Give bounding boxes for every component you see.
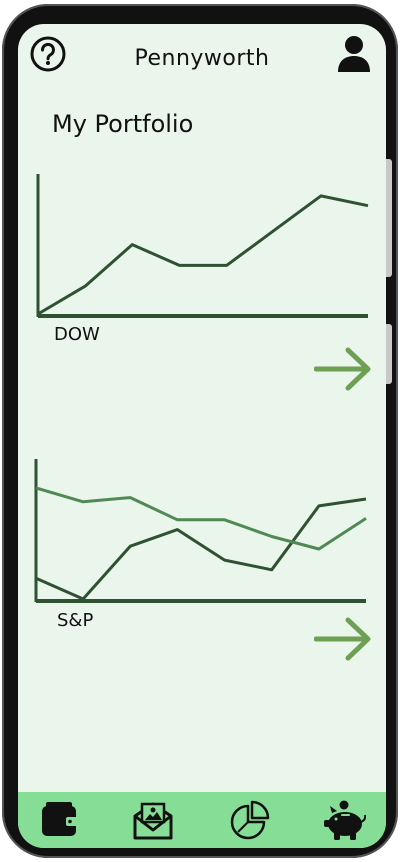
dow-chart [36,174,369,318]
side-button-volume [386,159,392,277]
wallet-icon [42,802,78,836]
tab-mail[interactable] [131,798,175,842]
sp-chart-label: S&P [57,610,94,631]
sp-series-line-1 [35,486,367,551]
help-circle-icon[interactable] [30,36,66,72]
sp-series-line-0 [35,497,367,601]
sp-arrow-right-icon[interactable] [314,614,374,664]
tab-wallet[interactable] [38,798,82,842]
tab-pie[interactable] [228,798,272,842]
app-screen: Pennyworth My Portfolio DOW S&P [18,24,386,848]
user-icon[interactable] [336,34,372,74]
bottom-tab-bar [18,792,386,848]
pie-chart-icon [230,800,270,840]
envelope-photo-icon [133,802,173,840]
app-title: Pennyworth [134,46,270,71]
page-title: My Portfolio [52,110,194,138]
phone-frame: Pennyworth My Portfolio DOW S&P [2,4,398,858]
sp-chart [34,459,367,603]
dow-chart-label: DOW [54,324,100,345]
piggy-bank-icon [324,800,367,840]
tab-piggy[interactable] [322,798,367,842]
dow-series-line-0 [37,194,369,316]
side-button-power [386,324,392,384]
app-header: Pennyworth [18,24,386,94]
dow-arrow-right-icon[interactable] [314,344,374,394]
